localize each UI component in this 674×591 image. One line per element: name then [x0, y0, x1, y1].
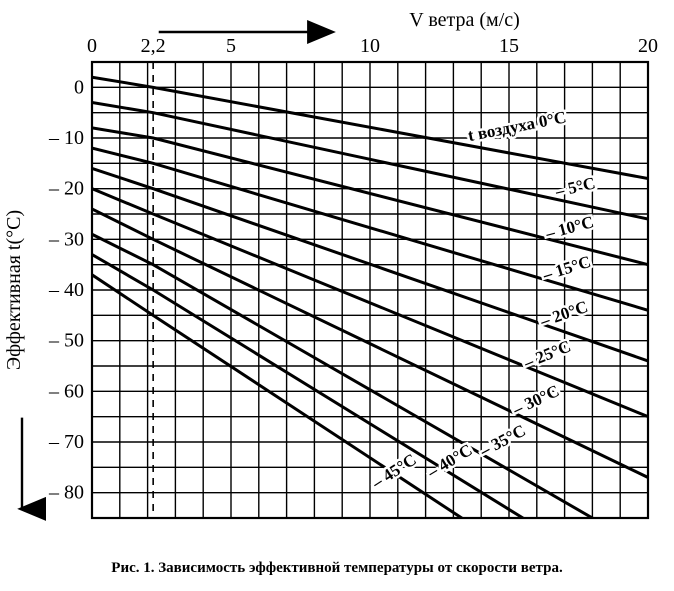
y-tick-label: – 60 — [48, 380, 84, 402]
x-axis-title: V ветра (м/с) — [409, 9, 520, 31]
figure-container: t воздуха 0°Ct воздуха 0°C– 5°C– 5°C– 10… — [0, 0, 674, 591]
grid — [92, 62, 648, 518]
y-tick-labels: 0 – 10 – 20 – 30 – 40 – 50 – 60 – 70 – 80 — [48, 76, 84, 503]
wind-chill-chart: t воздуха 0°Ct воздуха 0°C– 5°C– 5°C– 10… — [0, 0, 674, 591]
x-tick-label: 20 — [638, 35, 658, 57]
y-tick-label: – 20 — [48, 178, 84, 200]
y-tick-label: – 80 — [48, 482, 84, 504]
x-tick-label: 0 — [87, 35, 97, 57]
y-tick-label: – 10 — [48, 127, 84, 149]
y-tick-label: 0 — [74, 76, 84, 98]
y-tick-label: – 50 — [48, 330, 84, 352]
x-tick-label-extra: 2,2 — [141, 35, 166, 57]
y-axis-title: Эффективная t(°C) — [3, 210, 25, 370]
x-tick-label: 5 — [226, 35, 236, 57]
y-tick-label: – 70 — [48, 431, 84, 453]
x-tick-label: 15 — [499, 35, 519, 57]
x-tick-label: 10 — [360, 35, 380, 57]
y-tick-label: – 40 — [48, 279, 84, 301]
y-tick-label: – 30 — [48, 228, 84, 250]
figure-caption: Рис. 1. Зависимость эффективной температ… — [0, 560, 674, 577]
